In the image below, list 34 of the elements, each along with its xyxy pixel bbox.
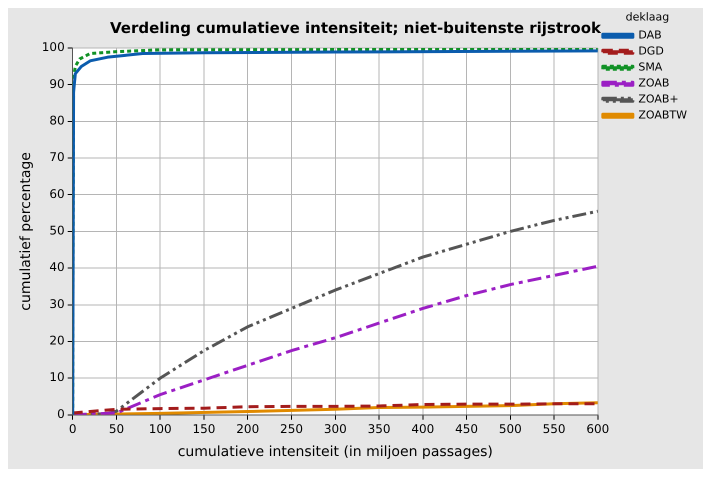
x-tick-label: 50: [108, 422, 124, 436]
legend-label: ZOAB+: [638, 92, 679, 106]
x-axis-title: cumulatieve intensiteit (in miljoen passages): [178, 444, 493, 460]
x-tick-label: 150: [192, 422, 216, 436]
x-tick-label: 350: [368, 422, 390, 436]
legend-label: ZOAB: [638, 76, 670, 90]
y-tick-label: 20: [49, 334, 65, 348]
legend-label: DAB: [638, 28, 662, 42]
y-tick-label: 80: [49, 113, 65, 128]
y-tick-label: 50: [49, 224, 65, 238]
x-tick-label: 300: [324, 422, 347, 436]
x-tick-label: 500: [498, 422, 522, 436]
y-tick-label: 0: [57, 406, 65, 421]
x-tick-label: 550: [542, 422, 566, 436]
x-tick-label: 450: [455, 422, 478, 436]
y-tick-label: 70: [49, 150, 65, 164]
y-tick-label: 10: [49, 370, 65, 384]
legend-label: DGD: [638, 44, 664, 58]
chart-title: Verdeling cumulatieve intensiteit; niet-buitenste rijstrook: [110, 18, 602, 37]
x-tick-label: 250: [280, 422, 303, 436]
x-tick-label: 0: [68, 422, 77, 436]
y-tick-label: 40: [49, 260, 65, 274]
y-axis-title: cumulatief percentage: [18, 152, 34, 311]
x-tick-label: 600: [586, 422, 610, 436]
x-tick-label: 100: [148, 422, 172, 436]
y-tick-label: 30: [49, 296, 65, 311]
y-tick-label: 100: [42, 40, 65, 54]
legend-label: SMA: [638, 60, 663, 74]
x-tick-label: 400: [411, 422, 434, 436]
x-tick-label: 200: [236, 422, 260, 436]
legend-label: ZOABTW: [638, 108, 688, 122]
legend-title: deklaag: [626, 10, 670, 24]
y-tick-label: 60: [49, 186, 65, 201]
y-tick-label: 90: [49, 76, 65, 91]
